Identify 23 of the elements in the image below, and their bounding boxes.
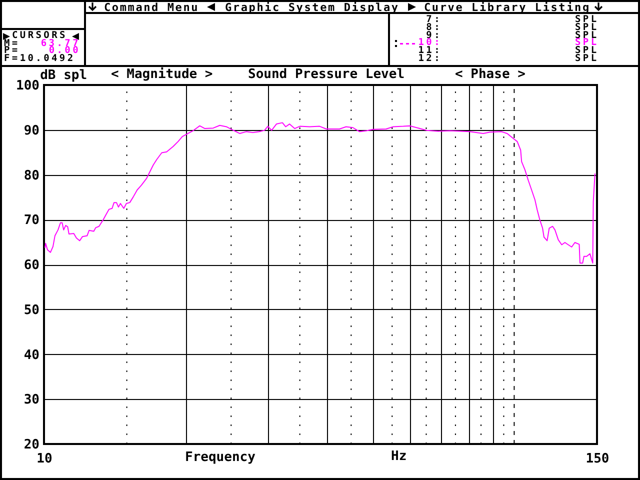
y-tick-label: 80 bbox=[24, 168, 40, 184]
y-tick-label: 70 bbox=[24, 213, 40, 228]
y-tick-label: 50 bbox=[24, 302, 40, 318]
text: 12: bbox=[418, 53, 442, 64]
x-axis-title: Frequency bbox=[185, 450, 256, 465]
text: Command Menu bbox=[104, 0, 200, 14]
y-tick-label: 30 bbox=[24, 392, 40, 408]
y-tick-label: 60 bbox=[24, 258, 40, 273]
text: SPL bbox=[575, 53, 599, 64]
x-tick-label: 10 bbox=[36, 452, 52, 466]
text: Curve Library Listing bbox=[424, 0, 590, 14]
y-tick-label: 20 bbox=[24, 438, 40, 452]
x-tick-label: 150 bbox=[586, 452, 610, 466]
text: < Magnitude > bbox=[111, 67, 213, 82]
y-tick-label: 40 bbox=[24, 348, 40, 363]
text: < Phase > bbox=[455, 67, 526, 82]
text: F=10.0492 bbox=[4, 53, 76, 64]
y-tick-label: 90 bbox=[24, 123, 40, 138]
y-axis-title: dB spl bbox=[40, 68, 88, 83]
text: Hz bbox=[391, 449, 407, 464]
chart-title: Sound Pressure Level bbox=[248, 67, 405, 82]
text: Graphic System Display bbox=[225, 0, 400, 14]
y-tick-label: 100 bbox=[16, 78, 40, 94]
